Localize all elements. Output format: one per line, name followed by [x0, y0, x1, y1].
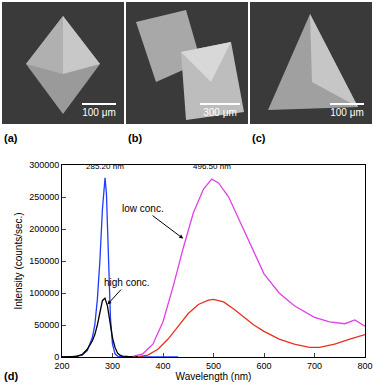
svg-text:250000: 250000 [29, 192, 59, 202]
svg-text:700: 700 [307, 361, 322, 371]
svg-text:50000: 50000 [34, 320, 59, 330]
svg-text:285.20 nm: 285.20 nm [86, 162, 124, 171]
html-text:300 μm: 300 μm [203, 107, 237, 118]
html-text:(a): (a) [4, 132, 18, 144]
html-text:(c): (c) [252, 132, 266, 144]
svg-text:400: 400 [155, 361, 170, 371]
svg-text:200: 200 [54, 361, 69, 371]
html-text:(d): (d) [4, 370, 18, 382]
html-text:100 μm: 100 μm [330, 107, 364, 118]
svg-text:496.50 nm: 496.50 nm [193, 162, 231, 171]
svg-text:200000: 200000 [29, 224, 59, 234]
svg-text:500: 500 [206, 361, 221, 371]
html-text:(b): (b) [128, 132, 142, 144]
html-text:100 μm: 100 μm [82, 107, 116, 118]
svg-text:0: 0 [54, 352, 59, 362]
svg-text:300000: 300000 [29, 160, 59, 170]
svg-text:600: 600 [256, 361, 271, 371]
svg-text:Wavelength (nm): Wavelength (nm) [176, 371, 252, 382]
svg-text:800: 800 [357, 361, 372, 371]
svg-text:100000: 100000 [29, 288, 59, 298]
svg-text:low conc.: low conc. [122, 203, 164, 214]
svg-text:high conc.: high conc. [104, 277, 150, 288]
svg-text:300: 300 [105, 361, 120, 371]
svg-text:Intensity (counts/sec.): Intensity (counts/sec.) [13, 212, 24, 309]
svg-text:150000: 150000 [29, 256, 59, 266]
